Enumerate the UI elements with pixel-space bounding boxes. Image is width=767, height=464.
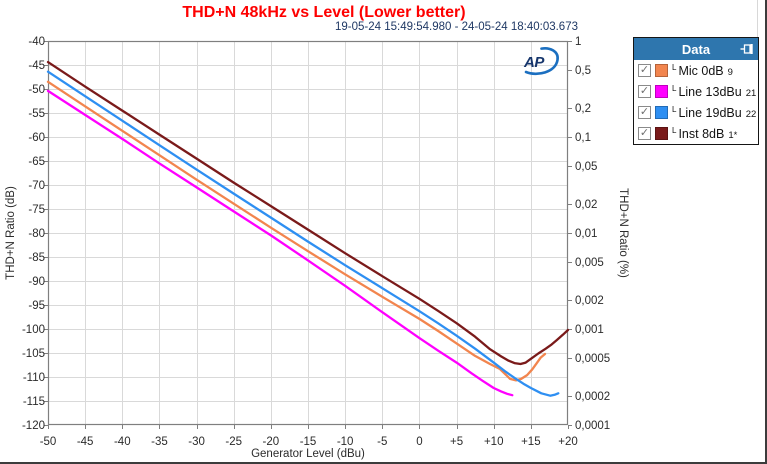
panel-edge-divider <box>757 0 758 37</box>
ap-logo: AP <box>518 45 564 79</box>
checkbox-icon[interactable] <box>638 106 651 119</box>
y-right-tick-label: 0,001 <box>575 324 604 336</box>
y-right-tick-label: 1 <box>575 36 581 48</box>
y-left-tick-label: -85 <box>28 252 45 264</box>
y-left-tick-label: -50 <box>28 84 45 96</box>
x-tick-label: -15 <box>300 436 317 448</box>
x-tick-label: 0 <box>416 436 422 448</box>
channel-superscript: L <box>672 83 677 93</box>
chart-title: THD+N 48kHz vs Level (Lower better) <box>182 4 466 21</box>
x-tick-label: -45 <box>77 436 94 448</box>
y-right-tick-label: 0,05 <box>575 161 597 173</box>
y-right-tick-label: 0,1 <box>575 132 591 144</box>
y-right-axis-title: THD+N Ratio (%) <box>617 188 629 278</box>
series-index: 9 <box>727 67 733 79</box>
checkbox-icon[interactable] <box>638 64 651 77</box>
series-line-mic-0db <box>46 80 547 382</box>
series-line-line-19dbu <box>46 70 560 397</box>
y-left-tick-label: -120 <box>22 420 45 432</box>
ap-logo-text: AP <box>523 54 545 71</box>
x-tick-label: -50 <box>40 436 57 448</box>
y-left-tick-label: -60 <box>28 132 45 144</box>
x-tick-label: +10 <box>484 436 504 448</box>
y-left-tick-label: -80 <box>28 228 45 240</box>
y-left-tick-label: -95 <box>28 300 45 312</box>
x-tick-label: -25 <box>225 436 242 448</box>
ap-logo-swoosh <box>524 47 559 76</box>
y-left-tick-label: -110 <box>23 372 45 384</box>
series-color-swatch <box>655 85 668 98</box>
y-left-axis-title: THD+N Ratio (dB) <box>5 186 17 280</box>
x-tick-label: -35 <box>151 436 168 448</box>
y-left-tick-label: -75 <box>28 204 45 216</box>
series-label: Line 19dBu <box>678 106 742 121</box>
x-tick-label: -20 <box>263 436 280 448</box>
x-tick-label: -30 <box>188 436 205 448</box>
y-left-tick-label: -100 <box>22 324 45 336</box>
x-tick-label: -10 <box>337 436 354 448</box>
series-color-swatch <box>655 127 668 140</box>
series-label: Line 13dBu <box>678 85 742 100</box>
y-left-tick-label: -105 <box>22 348 45 360</box>
x-tick-label: -40 <box>114 436 131 448</box>
checkbox-icon[interactable] <box>638 127 651 140</box>
channel-superscript: L <box>672 104 677 114</box>
y-right-tick-label: 0,02 <box>575 199 597 211</box>
series-line-inst-8db <box>46 60 570 366</box>
series-label: Mic 0dB <box>678 64 724 79</box>
channel-superscript: L <box>672 62 677 72</box>
x-tick-label: +20 <box>558 436 578 448</box>
series-label: Inst 8dB <box>678 127 725 142</box>
y-right-tick-label: 0,0002 <box>575 391 610 403</box>
series-index: 22 <box>745 109 757 121</box>
x-tick-label: +15 <box>521 436 541 448</box>
chart-subtitle: 19-05-24 15:49:54.980 - 24-05-24 18:40:0… <box>335 21 578 33</box>
x-tick-label: +5 <box>450 436 463 448</box>
y-left-tick-label: -115 <box>23 396 45 408</box>
y-left-tick-label: -40 <box>28 36 45 48</box>
y-right-tick-label: 0,002 <box>575 295 604 307</box>
x-tick-label: -5 <box>377 436 387 448</box>
series-color-swatch <box>655 106 668 119</box>
series-index: 21 <box>745 88 757 100</box>
y-left-tick-label: -65 <box>28 156 45 168</box>
series-color-swatch <box>655 64 668 77</box>
x-axis-title: Generator Level (dBu) <box>251 448 365 460</box>
y-right-tick-label: 0,0005 <box>575 353 610 365</box>
plot-border <box>47 40 569 426</box>
y-right-tick-label: 0,0001 <box>575 420 610 432</box>
pin-icon[interactable] <box>740 43 754 55</box>
y-left-tick-label: -70 <box>28 180 45 192</box>
checkbox-icon[interactable] <box>638 85 651 98</box>
y-left-tick-label: -90 <box>28 276 45 288</box>
channel-superscript: L <box>672 125 677 135</box>
series-index: 1* <box>728 130 738 142</box>
y-left-tick-label: -45 <box>28 60 45 72</box>
y-right-tick-label: 0,01 <box>575 228 597 240</box>
series-line-line-13dbu <box>46 89 514 397</box>
y-right-tick-label: 0,5 <box>575 65 591 77</box>
y-right-tick-label: 0,2 <box>575 103 591 115</box>
legend-header: Data <box>634 38 758 60</box>
y-left-tick-label: -55 <box>28 108 45 120</box>
y-right-tick-label: 0,005 <box>575 257 604 269</box>
legend-title: Data <box>681 41 711 57</box>
